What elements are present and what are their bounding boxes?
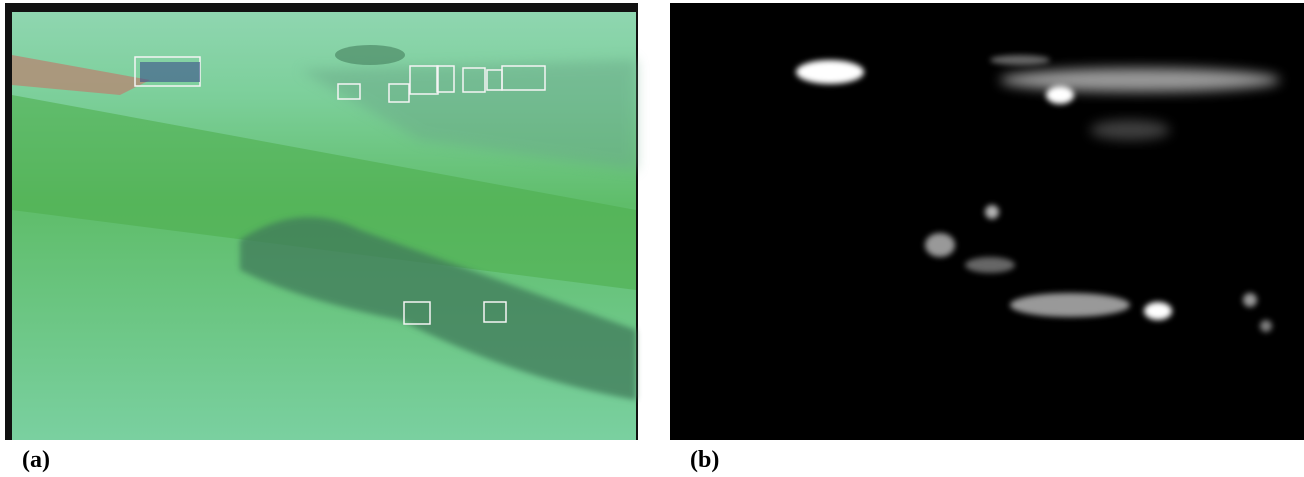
panel-label: (b) (690, 447, 719, 474)
figure-images (0, 0, 1304, 445)
panel-label: (a) (22, 447, 50, 474)
panel-b-image (670, 3, 1304, 440)
panel-a-image (5, 3, 638, 440)
figure: (a) (b) (() => { const data = JSON.parse… (0, 0, 1304, 477)
